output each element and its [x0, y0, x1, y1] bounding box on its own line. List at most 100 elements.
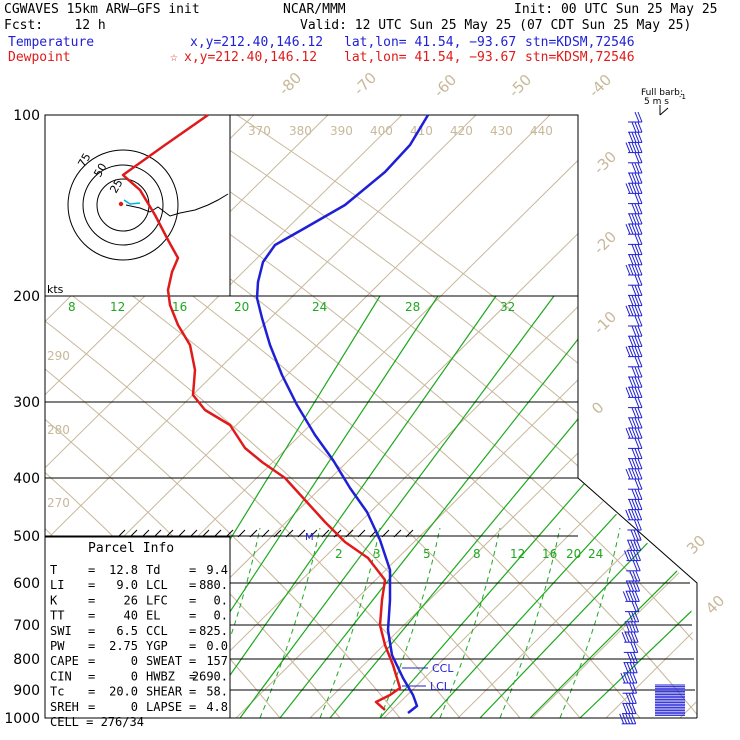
wind-barb: [628, 315, 643, 327]
melting-level-label: M: [305, 532, 314, 543]
dewpoint-xy: x,y=212.40,146.12: [184, 50, 318, 65]
parcel-equals: =: [189, 578, 196, 592]
mixing-ratio-label: 12: [110, 300, 125, 314]
parcel-label: LCL: [146, 578, 168, 592]
parcel-label: LAPSE: [146, 700, 182, 714]
wind-barb: [621, 632, 639, 643]
parcel-row: Tc = 20.0 SHEAR = 58.: [50, 685, 228, 699]
wind-barb: [625, 509, 643, 521]
theta-label: 420: [450, 124, 473, 138]
isotherm-line: [45, 115, 561, 718]
hodograph-ring: [67, 149, 179, 261]
wind-barb: [623, 662, 638, 674]
wind-barb: [625, 468, 643, 480]
moist-adiabat: [439, 527, 501, 718]
parcel-label: T: [50, 563, 57, 577]
hatch-mark: [153, 529, 162, 538]
parcel-label: HWBZ: [146, 669, 175, 683]
parcel-equals: =: [88, 669, 95, 683]
theta-label: 290: [47, 349, 70, 363]
pressure-label-100: 100: [13, 108, 40, 124]
pressure-label-300: 300: [13, 395, 40, 411]
mixing-ratio-label: 20: [566, 547, 581, 561]
hatch-mark: [177, 529, 186, 538]
hodograph-ring-label: 75: [75, 151, 93, 170]
hatch-mark: [141, 529, 150, 538]
wind-barb: [623, 652, 638, 664]
mixing-ratio-label: 2: [335, 547, 343, 561]
wind-barb: [628, 377, 643, 388]
hatch-mark: [237, 529, 246, 538]
parcel-equals: =: [88, 685, 95, 699]
parcel-label: K: [50, 593, 58, 607]
hodograph-low-trace: [123, 199, 141, 205]
isotherm-line: [383, 115, 697, 718]
isotherm-label: -30: [590, 148, 620, 178]
theta-label: 400: [370, 124, 393, 138]
parcel-row: LI = 9.0 LCL = 880.: [50, 578, 228, 592]
isotherm-line: [235, 115, 697, 718]
parcel-row: T = 12.8 Td = 9.4: [50, 563, 228, 577]
wind-barb: [619, 713, 637, 725]
moist-adiabat: [259, 527, 321, 718]
parcel-equals: =: [88, 563, 95, 577]
hatch-mark: [309, 529, 318, 538]
dry-adiabat: [45, 115, 401, 718]
mixing-ratio-line: [529, 295, 697, 718]
wind-barb: [628, 132, 643, 143]
valid-time: Valid: 12 UTC Sun 25 May 25 (07 CDT Sun …: [300, 18, 692, 33]
ccl-label: CCL: [432, 662, 454, 675]
parcel-label: TT: [50, 609, 64, 623]
parcel-label: Td: [146, 563, 160, 577]
parcel-equals: =: [189, 563, 196, 577]
isotherm-label: -10: [590, 308, 620, 338]
hatch-mark: [117, 529, 126, 538]
wind-barb: [628, 407, 643, 419]
wind-barb: [625, 264, 643, 276]
mixing-ratio-line: [429, 295, 697, 718]
parcel-equals: =: [189, 639, 196, 653]
dewpoint-profile: [121, 113, 402, 711]
moist-adiabat: [319, 527, 381, 718]
pressure-label-400: 400: [13, 471, 40, 487]
pressure-label-1000: 1000: [4, 711, 40, 727]
pressure-label-900: 900: [13, 683, 40, 699]
mixing-ratio-label: 32: [500, 300, 515, 314]
wind-barb: [628, 295, 643, 307]
dry-adiabat: [45, 115, 641, 718]
wind-barb: [628, 173, 643, 184]
wind-barb: [628, 417, 643, 429]
wind-barb: [624, 621, 639, 633]
wind-barb: [628, 254, 643, 266]
org-label: NCAR/MMM: [283, 2, 346, 17]
mixing-ratio-line: [199, 295, 497, 718]
mixing-ratio-label: 3: [373, 547, 381, 561]
parcel-value: 0.: [214, 609, 228, 623]
wind-barb: [628, 397, 643, 409]
isotherm-line: [45, 115, 487, 718]
dry-adiabat: [45, 115, 521, 718]
hodograph-ring: [82, 164, 164, 246]
wind-barb: [628, 234, 643, 245]
parcel-equals: =: [189, 685, 196, 699]
hatch-mark: [345, 529, 354, 538]
parcel-row: SREH = 0 LAPSE = 4.8: [50, 700, 228, 714]
parcel-label: SREH: [50, 700, 79, 714]
parcel-value: 0: [131, 700, 138, 714]
parcel-label: SWI: [50, 624, 72, 638]
parcel-equals: =: [189, 624, 196, 638]
wind-barb: [625, 224, 643, 235]
parcel-equals: =: [189, 669, 196, 683]
theta-label: 380: [289, 124, 312, 138]
wind-barb: [622, 703, 637, 715]
wind-barb: [625, 387, 643, 398]
mixing-ratio-line: [279, 295, 613, 718]
dry-adiabat: [45, 115, 581, 718]
moist-adiabat: [559, 527, 621, 718]
moist-adiabat: [499, 527, 561, 718]
parcel-row: TT = 40 EL = 0.: [50, 609, 228, 623]
hatch-mark: [249, 529, 258, 538]
pressure-label-700: 700: [13, 618, 40, 634]
dewpoint-label: Dewpoint: [8, 50, 71, 65]
